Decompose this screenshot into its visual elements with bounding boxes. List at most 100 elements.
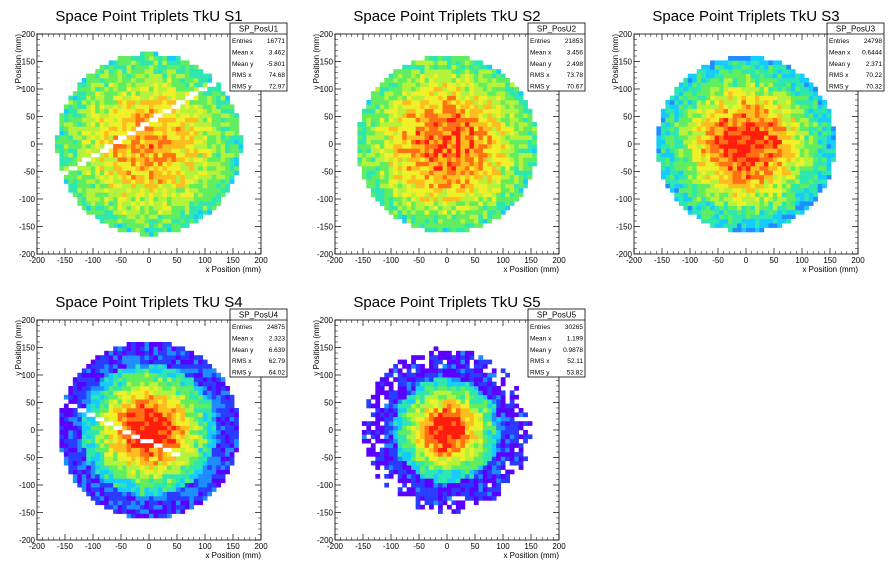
heatmap-cell [126, 487, 132, 492]
heatmap-cell [126, 504, 132, 510]
heatmap-cell [728, 210, 733, 215]
heatmap-cell [737, 157, 742, 162]
heatmap-cell [189, 214, 195, 220]
heatmap-cell [415, 78, 421, 83]
heatmap-cell [149, 60, 154, 66]
heatmap-cell [754, 161, 760, 167]
heatmap-cell [795, 135, 801, 140]
heatmap-cell [59, 408, 65, 413]
heatmap-cell [438, 91, 443, 96]
heatmap-cell [442, 183, 448, 189]
heatmap-cell [184, 201, 190, 206]
heatmap-cell [518, 157, 524, 162]
heatmap-cell [117, 157, 123, 162]
heatmap-cell [153, 144, 159, 149]
heatmap-cell [754, 82, 760, 88]
heatmap-cell [122, 108, 127, 114]
heatmap-cell [86, 166, 92, 171]
heatmap-cell [518, 174, 524, 180]
heatmap-cell [126, 513, 132, 519]
heatmap-cell [460, 104, 466, 110]
heatmap-cell [674, 161, 680, 167]
y-axis-label: y Position (mm) [312, 34, 321, 90]
heatmap-cell [211, 144, 217, 149]
heatmap-cell [656, 152, 662, 158]
heatmap-cell [808, 188, 814, 193]
heatmap-cell [131, 408, 136, 413]
heatmap-cell [790, 192, 796, 198]
heatmap-cell [415, 170, 421, 176]
heatmap-cell [714, 73, 720, 79]
heatmap-cell [482, 152, 488, 158]
heatmap-cell [705, 201, 711, 206]
heatmap-cell [113, 82, 118, 88]
heatmap-cell [469, 166, 475, 171]
heatmap-cell [424, 170, 430, 176]
heatmap-cell [710, 161, 715, 167]
heatmap-cell [759, 78, 765, 83]
heatmap-cell [831, 157, 836, 162]
heatmap-cell [786, 73, 792, 79]
heatmap-cell [429, 166, 434, 171]
heatmap-cell [487, 86, 493, 92]
heatmap-cell [424, 126, 430, 132]
heatmap-cell [406, 166, 412, 171]
heatmap-cell [464, 157, 470, 162]
heatmap-cell [202, 126, 208, 132]
heatmap-cell [656, 144, 662, 149]
heatmap-cell [482, 148, 488, 154]
heatmap-cell [375, 157, 381, 162]
heatmap-cell [402, 100, 407, 105]
heatmap-cell [451, 196, 457, 202]
heatmap-cell [826, 144, 832, 149]
heatmap-cell [523, 113, 528, 118]
heatmap-cell [388, 117, 394, 123]
heatmap-cell [451, 174, 457, 180]
heatmap-cell [157, 166, 163, 171]
heatmap-cell [180, 117, 186, 123]
heatmap-cell [108, 403, 114, 409]
heatmap-cell [90, 456, 96, 462]
heatmap-cell [180, 86, 186, 92]
heatmap-cell [81, 174, 87, 180]
heatmap-cell [126, 179, 132, 184]
heatmap-cell [216, 188, 221, 193]
heatmap-cell [202, 117, 208, 123]
heatmap-cell [728, 135, 733, 140]
heatmap-cell [473, 174, 479, 180]
heatmap-cell [166, 223, 172, 228]
heatmap-cell [166, 148, 172, 154]
heatmap-cell [438, 144, 443, 149]
heatmap-cell [149, 152, 154, 158]
heatmap-cell [202, 91, 208, 96]
heatmap-cell [723, 95, 729, 101]
heatmap-cell [108, 69, 114, 74]
heatmap-cell [95, 421, 101, 426]
heatmap-cell [496, 69, 502, 74]
heatmap-cell [90, 139, 96, 145]
heatmap-cell [72, 135, 78, 140]
heatmap-cell [415, 60, 421, 66]
heatmap-cell [429, 205, 434, 211]
heatmap-cell [478, 100, 484, 105]
heatmap-cell [790, 205, 796, 211]
heatmap-cell [424, 201, 430, 206]
heatmap-cell [95, 196, 101, 202]
heatmap-cell [687, 161, 693, 167]
heatmap-cell [90, 377, 96, 382]
heatmap-cell [674, 104, 680, 110]
heatmap-cell [763, 188, 769, 193]
heatmap-cell [397, 205, 403, 211]
heatmap-cell [184, 113, 190, 118]
heatmap-cell [741, 113, 747, 118]
heatmap-cell [153, 148, 159, 154]
heatmap-cell [122, 368, 127, 374]
heatmap-cell [166, 86, 172, 92]
heatmap-cell [366, 130, 372, 136]
heatmap-cell [126, 69, 132, 74]
heatmap-cell [370, 126, 376, 132]
heatmap-cell [750, 139, 756, 145]
heatmap-cell [211, 130, 217, 136]
heatmap-cell [225, 179, 230, 184]
heatmap-cell [211, 95, 217, 101]
